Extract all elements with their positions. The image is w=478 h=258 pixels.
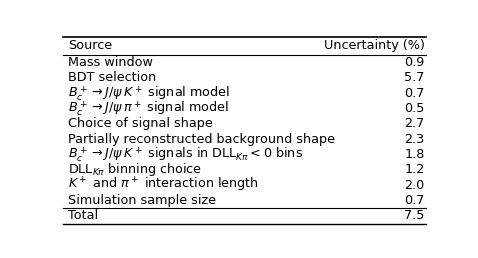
Text: 1.8: 1.8 xyxy=(404,148,424,161)
Text: 0.9: 0.9 xyxy=(404,56,424,69)
Text: $B_c^+ \rightarrow J/\psi\, \pi^+$ signal model: $B_c^+ \rightarrow J/\psi\, \pi^+$ signa… xyxy=(68,99,229,118)
Text: 7.5: 7.5 xyxy=(404,209,424,222)
Text: 5.7: 5.7 xyxy=(404,71,424,84)
Text: Simulation sample size: Simulation sample size xyxy=(68,194,216,207)
Text: Total: Total xyxy=(68,209,98,222)
Text: Mass window: Mass window xyxy=(68,56,153,69)
Text: Source: Source xyxy=(68,39,112,52)
Text: 0.7: 0.7 xyxy=(404,194,424,207)
Text: Partially reconstructed background shape: Partially reconstructed background shape xyxy=(68,133,335,146)
Text: $B_c^+ \rightarrow J/\psi\, K^+$ signals in $\mathrm{DLL}_{K\pi} < 0$ bins: $B_c^+ \rightarrow J/\psi\, K^+$ signals… xyxy=(68,145,303,164)
Text: Choice of signal shape: Choice of signal shape xyxy=(68,117,213,130)
Text: 2.0: 2.0 xyxy=(404,179,424,192)
Text: 1.2: 1.2 xyxy=(404,163,424,176)
Text: 2.7: 2.7 xyxy=(404,117,424,130)
Text: BDT selection: BDT selection xyxy=(68,71,156,84)
Text: $K^+$ and $\pi^+$ interaction length: $K^+$ and $\pi^+$ interaction length xyxy=(68,176,259,195)
Text: 2.3: 2.3 xyxy=(404,133,424,146)
Text: $B_c^+ \rightarrow J/\psi\, K^+$ signal model: $B_c^+ \rightarrow J/\psi\, K^+$ signal … xyxy=(68,84,230,103)
Text: 0.5: 0.5 xyxy=(404,102,424,115)
Text: $\mathrm{DLL}_{K\pi}$ binning choice: $\mathrm{DLL}_{K\pi}$ binning choice xyxy=(68,162,202,179)
Text: 0.7: 0.7 xyxy=(404,87,424,100)
Text: Uncertainty (%): Uncertainty (%) xyxy=(324,39,424,52)
